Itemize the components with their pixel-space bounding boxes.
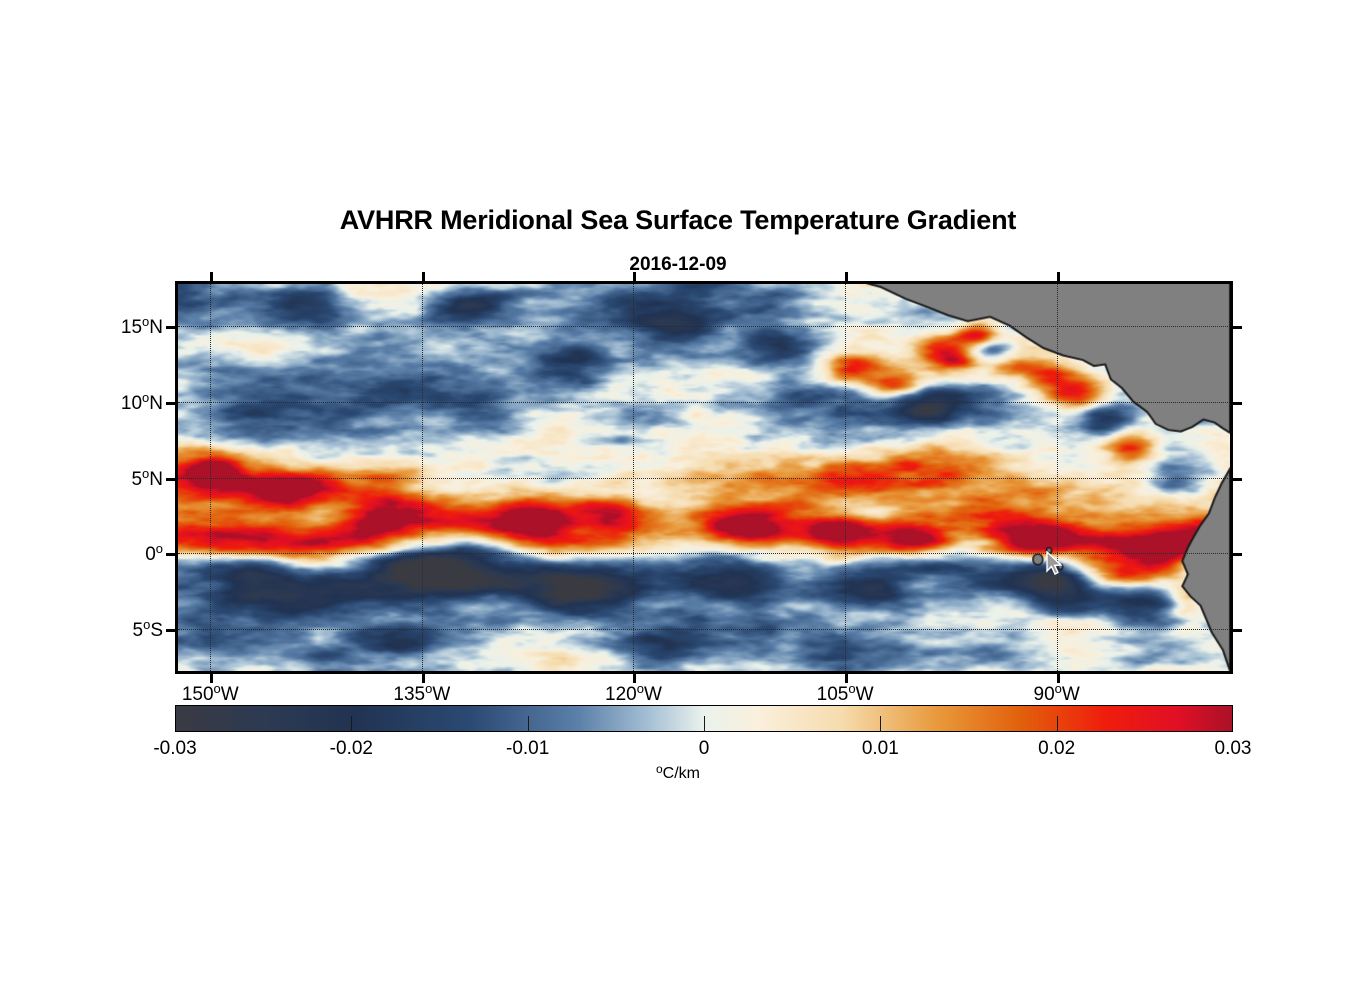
colorbar-tick-0 (704, 716, 705, 732)
tick-top-lon-105 (845, 272, 849, 281)
colorbar-units-label: oC/km (655, 762, 700, 782)
tick-bottom-lon-150 (210, 674, 214, 683)
x-tick-label-90W: 90oW (1033, 681, 1080, 705)
colorbar-label-0.02: 0.02 (1038, 738, 1076, 759)
y-tick-label-5S: 5oS (132, 616, 164, 641)
tick-right-lat-10 (1233, 401, 1242, 405)
colorbar-tick-0.02 (1056, 716, 1058, 732)
colorbar-label--0.01: -0.01 (506, 738, 550, 759)
tick-left-lat-15 (166, 326, 175, 330)
y-tick-label-0: 0o (145, 541, 163, 566)
colorbar-tick--0.02 (351, 716, 353, 732)
tick-bottom-lon-135 (421, 674, 425, 683)
colorbar-label--0.02: -0.02 (329, 738, 373, 759)
tick-top-lon-120 (633, 272, 637, 281)
tick-bottom-lon-120 (633, 674, 637, 683)
colorbar-label-0.03: 0.03 (1214, 738, 1252, 759)
colorbar-label-0: 0 (698, 738, 710, 759)
page-title: AVHRR Meridional Sea Surface Temperature… (339, 205, 1017, 235)
y-tick-label-5N: 5oN (131, 465, 163, 490)
tick-left-lat-0 (166, 553, 175, 557)
tick-top-lon-90 (1056, 272, 1060, 281)
y-tick-label-15N: 15oN (120, 314, 163, 339)
colorbar-tick-0.01 (880, 716, 882, 732)
tick-right-lat-5 (1233, 628, 1242, 632)
map-axes[interactable] (175, 281, 1233, 674)
tick-right-lat-0 (1233, 553, 1242, 557)
tick-right-lat-15 (1233, 326, 1242, 330)
colorbar-label-0.01: 0.01 (861, 738, 899, 759)
land-mask-overlay (178, 284, 1230, 671)
x-tick-label-135W: 135oW (393, 681, 451, 705)
x-tick-label-105W: 105oW (816, 681, 874, 705)
x-tick-label-120W: 120oW (605, 681, 662, 705)
tick-left-lat-10 (166, 401, 175, 405)
tick-top-lon-150 (210, 272, 214, 281)
tick-top-lon-135 (421, 272, 425, 281)
colorbar-tick--0.01 (527, 716, 529, 732)
colorbar-label--0.03: -0.03 (153, 738, 197, 759)
tick-left-lat-5 (166, 477, 175, 481)
chart-subtitle-date: 2016-12-09 (629, 254, 727, 275)
tick-left-lat-5 (166, 628, 175, 632)
tick-bottom-lon-90 (1056, 674, 1060, 683)
tick-bottom-lon-105 (845, 674, 849, 683)
tick-right-lat-5 (1233, 477, 1242, 481)
y-tick-label-10N: 10oN (120, 389, 163, 414)
x-tick-label-150W: 150oW (181, 681, 239, 705)
colorbar[interactable] (175, 705, 1233, 732)
